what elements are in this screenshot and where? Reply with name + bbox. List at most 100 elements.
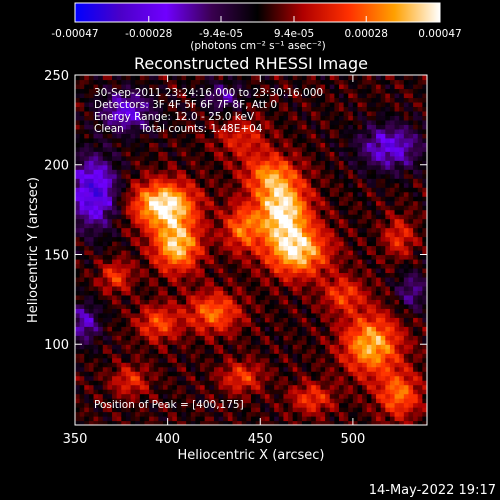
heatmap-cell [98,97,104,103]
heatmap-cell [139,214,146,220]
heatmap-cell [213,115,220,121]
heatmap-cell [237,250,243,256]
heatmap-cell [186,137,192,143]
heatmap-cell [334,88,340,94]
heatmap-cell [334,371,340,377]
heatmap-cell [93,344,99,350]
heatmap-cell [232,209,238,215]
heatmap-cell [320,160,326,166]
heatmap-cell [343,272,349,278]
heatmap-cell [167,285,173,291]
heatmap-cell [320,214,326,220]
heatmap-cell [88,196,95,202]
heatmap-cell [88,191,95,197]
heatmap-cell [218,272,224,278]
heatmap-cell [255,173,261,179]
heatmap-cell [139,326,146,332]
heatmap-cell [167,133,173,139]
heatmap-cell [112,191,118,197]
heatmap-cell [357,308,363,314]
heatmap-cell [251,227,257,233]
heatmap-cell [348,281,354,287]
heatmap-cell [283,263,289,269]
heatmap-cell [139,353,146,359]
heatmap-cell [288,124,294,130]
heatmap-cell [343,173,349,179]
heatmap-cell [88,267,95,274]
heatmap-cell [251,375,257,381]
heatmap-cell [301,362,308,368]
heatmap-cell [195,137,201,143]
heatmap-cell [93,294,99,300]
heatmap-cell [223,79,229,85]
heatmap-cell [125,276,132,283]
heatmap-cell [153,88,159,94]
heatmap-cell [241,79,247,85]
heatmap-cell [149,357,155,363]
heatmap-cell [186,402,192,408]
heatmap-cell [339,218,345,224]
heatmap-cell [102,124,109,130]
heatmap-cell [139,155,146,161]
heatmap-cell [278,276,285,283]
heatmap-cell [223,294,229,300]
heatmap-cell [144,375,150,381]
heatmap-cell [223,191,229,197]
heatmap-cell [255,384,261,390]
heatmap-cell [102,420,109,425]
heatmap-cell [343,357,349,363]
heatmap-cell [320,133,326,139]
heatmap-cell [84,182,90,188]
heatmap-cell [311,196,317,202]
heatmap-cell [343,79,349,85]
heatmap-cell [144,285,150,291]
heatmap-cell [209,187,215,193]
heatmap-cell [223,308,229,314]
heatmap-cell [251,97,257,103]
heatmap-cell [311,115,317,121]
heatmap-cell [227,110,234,116]
heatmap-cell [315,187,322,193]
heatmap-cell [130,398,136,404]
heatmap-cell [348,267,354,274]
heatmap-cell [237,133,243,139]
heatmap-cell [79,146,85,152]
heatmap-cell [93,366,99,372]
heatmap-cell [98,196,104,202]
heatmap-cell [88,326,95,332]
heatmap-cell [88,330,95,336]
heatmap-cell [329,348,335,354]
heatmap-cell [79,326,85,332]
heatmap-cell [237,384,243,390]
heatmap-cell [190,357,197,363]
heatmap-cell [227,411,234,417]
heatmap-cell [237,75,243,81]
heatmap-cell [98,357,104,363]
heatmap-cell [264,146,271,152]
heatmap-cell [348,173,354,179]
heatmap-cell [186,393,192,399]
heatmap-cell [329,106,335,112]
heatmap-cell [283,169,289,175]
heatmap-cell [292,101,298,108]
heatmap-cell [167,393,173,399]
heatmap-cell [297,106,303,112]
heatmap-cell [260,384,266,390]
heatmap-cell [79,110,85,116]
heatmap-cell [255,375,261,381]
heatmap-cell [112,187,118,193]
heatmap-cell [98,339,104,345]
heatmap-cell [343,326,349,332]
heatmap-cell [320,241,326,247]
heatmap-cell [232,416,238,422]
heatmap-cell [204,303,210,309]
heatmap-cell [315,366,322,372]
heatmap-cell [176,380,183,386]
heatmap-cell [84,389,90,395]
heatmap-cell [311,250,317,256]
heatmap-cell [186,312,192,318]
heatmap-cell [362,214,368,220]
heatmap-cell [292,339,298,345]
heatmap-cell [209,294,215,300]
heatmap-cell [339,92,345,99]
